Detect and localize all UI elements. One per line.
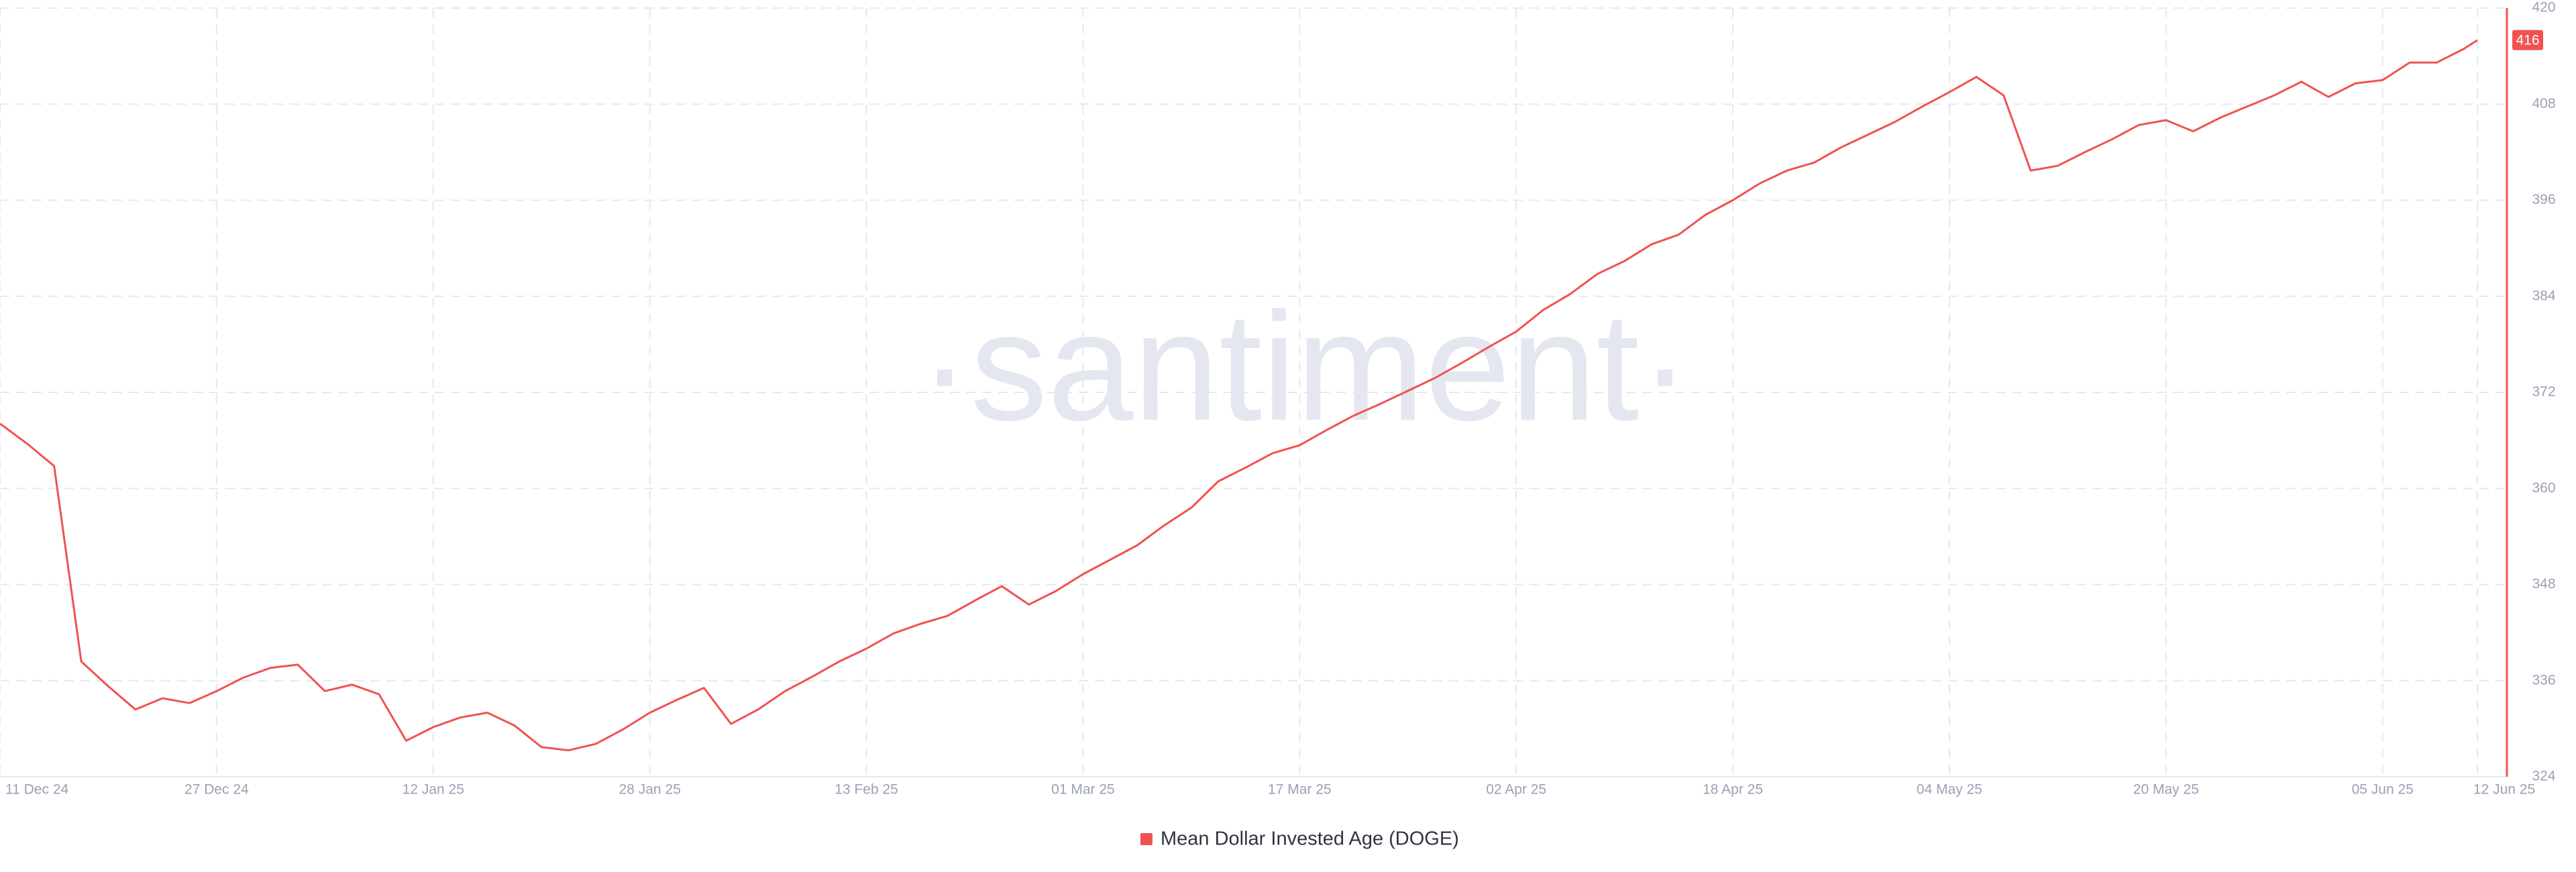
- x-tick-label: 02 Apr 25: [1486, 782, 1546, 798]
- x-tick-label: 11 Dec 24: [5, 782, 68, 798]
- series-line: [0, 39, 2478, 752]
- y-tick-label: 420: [2532, 0, 2555, 15]
- x-tick-label: 20 May 25: [2133, 782, 2199, 798]
- y-tick-label: 360: [2532, 480, 2555, 496]
- last-value-badge: [2512, 30, 2543, 50]
- x-tick-label: 13 Feb 25: [835, 782, 898, 798]
- x-tick-label: 04 May 25: [1917, 782, 1982, 798]
- x-tick-label: 12 Jun 25: [2473, 782, 2535, 798]
- x-tick-label: 28 Jan 25: [619, 782, 681, 798]
- x-tick-label: 17 Mar 25: [1268, 782, 1332, 798]
- x-tick-label: 12 Jan 25: [402, 782, 464, 798]
- y-tick-label: 384: [2532, 288, 2555, 303]
- x-tick-label: 01 Mar 25: [1051, 782, 1115, 798]
- y-tick-label: 372: [2532, 384, 2555, 400]
- watermark: ·santiment·: [919, 280, 1690, 453]
- last-value-label: 416: [2516, 32, 2539, 48]
- legend-label: Mean Dollar Invested Age (DOGE): [1161, 828, 1459, 850]
- x-tick-label: 18 Apr 25: [1703, 782, 1763, 798]
- x-tick-label: 05 Jun 25: [2352, 782, 2414, 798]
- y-tick-label: 336: [2532, 672, 2555, 688]
- y-tick-label: 396: [2532, 192, 2555, 207]
- legend-swatch: [1140, 833, 1152, 845]
- y-tick-label: 408: [2532, 96, 2555, 111]
- y-tick-label: 348: [2532, 576, 2555, 592]
- x-tick-label: 27 Dec 24: [184, 782, 249, 798]
- y-tick-label: 324: [2532, 769, 2555, 784]
